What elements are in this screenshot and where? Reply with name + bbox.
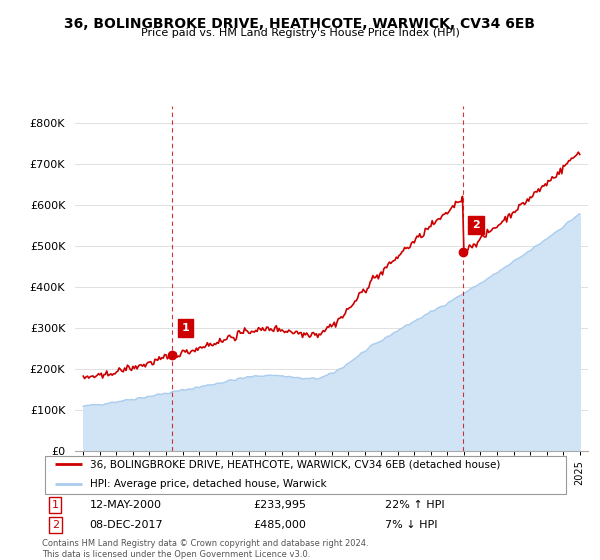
FancyBboxPatch shape [44,456,566,493]
Text: 1: 1 [182,323,189,333]
Text: Contains HM Land Registry data © Crown copyright and database right 2024.
This d: Contains HM Land Registry data © Crown c… [42,539,368,559]
Text: 2: 2 [472,220,480,230]
Text: 1: 1 [52,500,59,510]
Text: Price paid vs. HM Land Registry's House Price Index (HPI): Price paid vs. HM Land Registry's House … [140,28,460,38]
Text: 22% ↑ HPI: 22% ↑ HPI [385,500,445,510]
Text: 08-DEC-2017: 08-DEC-2017 [89,520,163,530]
Text: 12-MAY-2000: 12-MAY-2000 [89,500,161,510]
Text: £485,000: £485,000 [253,520,306,530]
Text: 36, BOLINGBROKE DRIVE, HEATHCOTE, WARWICK, CV34 6EB: 36, BOLINGBROKE DRIVE, HEATHCOTE, WARWIC… [65,17,536,31]
Text: 2: 2 [52,520,59,530]
Text: HPI: Average price, detached house, Warwick: HPI: Average price, detached house, Warw… [89,479,326,489]
Text: 7% ↓ HPI: 7% ↓ HPI [385,520,438,530]
Text: £233,995: £233,995 [253,500,306,510]
Text: 36, BOLINGBROKE DRIVE, HEATHCOTE, WARWICK, CV34 6EB (detached house): 36, BOLINGBROKE DRIVE, HEATHCOTE, WARWIC… [89,459,500,469]
